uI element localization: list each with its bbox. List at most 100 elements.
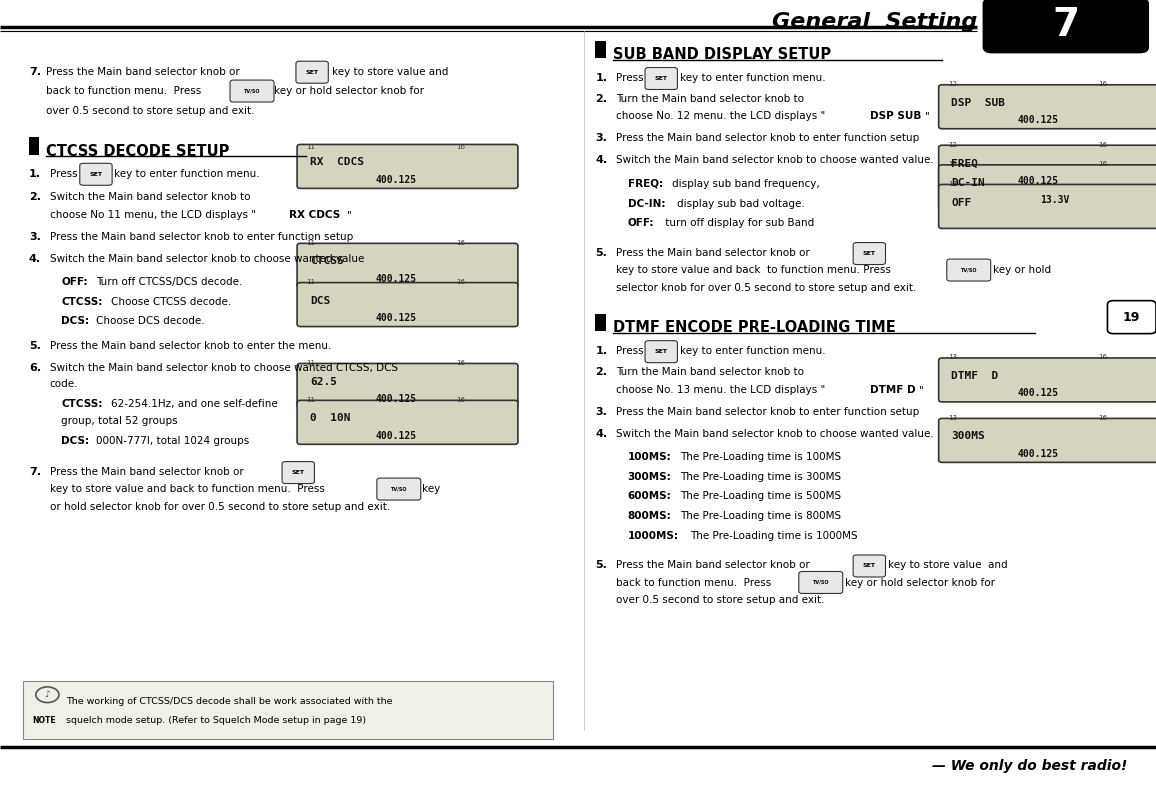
Text: 4.: 4. xyxy=(595,429,607,439)
Bar xyxy=(23,681,553,739)
Text: OFF: OFF xyxy=(951,198,972,207)
Text: OFF:: OFF: xyxy=(628,218,654,228)
Text: back to function menu.  Press: back to function menu. Press xyxy=(46,86,201,97)
Text: Turn the Main band selector knob to: Turn the Main band selector knob to xyxy=(616,94,805,104)
Text: 2.: 2. xyxy=(595,367,607,378)
FancyBboxPatch shape xyxy=(296,61,328,83)
Text: 400.125: 400.125 xyxy=(1017,176,1059,185)
Text: 300MS: 300MS xyxy=(951,432,985,441)
Text: 1.: 1. xyxy=(595,346,607,356)
Text: 300MS:: 300MS: xyxy=(628,472,672,482)
Text: SET: SET xyxy=(305,70,319,75)
Text: display sub band frequency,: display sub band frequency, xyxy=(672,179,820,189)
Text: over 0.5 second to store setup and exit.: over 0.5 second to store setup and exit. xyxy=(46,106,254,116)
Text: 3.: 3. xyxy=(595,133,607,144)
Text: DCS: DCS xyxy=(310,296,331,305)
Text: selector knob for over 0.5 second to store setup and exit.: selector knob for over 0.5 second to sto… xyxy=(616,283,917,293)
Bar xyxy=(595,41,606,58)
Text: key to store value and back  to function menu. Press: key to store value and back to function … xyxy=(616,265,891,276)
Text: DTMF ENCODE PRE-LOADING TIME: DTMF ENCODE PRE-LOADING TIME xyxy=(613,320,896,335)
Text: RX CDCS: RX CDCS xyxy=(289,210,340,220)
Text: 4.: 4. xyxy=(595,155,607,166)
Text: General  Setting: General Setting xyxy=(771,12,977,32)
FancyBboxPatch shape xyxy=(939,358,1156,402)
Text: Press: Press xyxy=(50,169,77,179)
Text: 1.: 1. xyxy=(29,169,40,179)
Text: key to enter function menu.: key to enter function menu. xyxy=(680,73,825,83)
FancyBboxPatch shape xyxy=(230,80,274,102)
Text: 2.: 2. xyxy=(29,192,40,203)
Text: SET: SET xyxy=(654,76,668,81)
Text: CTCSS:: CTCSS: xyxy=(61,297,103,307)
Text: CTCSS: CTCSS xyxy=(310,257,343,266)
Text: TV/SO: TV/SO xyxy=(391,487,407,491)
Text: 400.125: 400.125 xyxy=(376,313,417,323)
Text: OFF:: OFF: xyxy=(61,277,88,287)
Text: DTMF D: DTMF D xyxy=(870,385,916,395)
FancyBboxPatch shape xyxy=(947,259,991,281)
FancyBboxPatch shape xyxy=(80,163,112,185)
Text: ": " xyxy=(919,385,924,395)
Text: 400.125: 400.125 xyxy=(1017,389,1059,398)
Text: DC-IN:: DC-IN: xyxy=(628,199,665,209)
FancyBboxPatch shape xyxy=(282,462,314,484)
Text: TV/SO: TV/SO xyxy=(244,89,260,93)
FancyBboxPatch shape xyxy=(297,363,518,407)
Text: Choose DCS decode.: Choose DCS decode. xyxy=(96,316,205,327)
Text: 7.: 7. xyxy=(29,467,40,477)
Text: CTCSS DECODE SETUP: CTCSS DECODE SETUP xyxy=(46,144,230,159)
FancyBboxPatch shape xyxy=(645,68,677,89)
Text: key to enter function menu.: key to enter function menu. xyxy=(680,346,825,356)
Text: SET: SET xyxy=(89,172,103,177)
FancyBboxPatch shape xyxy=(297,144,518,188)
Text: 16: 16 xyxy=(457,239,466,246)
Text: 000N-777I, total 1024 groups: 000N-777I, total 1024 groups xyxy=(96,436,250,446)
Text: 62.5: 62.5 xyxy=(310,377,336,386)
Text: TV/SO: TV/SO xyxy=(813,580,829,585)
Text: SET: SET xyxy=(862,564,876,568)
FancyBboxPatch shape xyxy=(939,145,1156,189)
Text: 400.125: 400.125 xyxy=(1017,115,1059,125)
Text: FREQ:: FREQ: xyxy=(628,179,662,189)
Text: key to store value  and: key to store value and xyxy=(888,560,1007,571)
Text: 19: 19 xyxy=(1122,311,1141,323)
Text: 13.3V: 13.3V xyxy=(1040,195,1069,205)
Text: 3.: 3. xyxy=(29,232,40,242)
Text: DC-IN: DC-IN xyxy=(951,178,985,188)
Text: Choose CTCSS decode.: Choose CTCSS decode. xyxy=(111,297,231,307)
Text: 13: 13 xyxy=(948,414,957,421)
Text: Switch the Main band selector knob to: Switch the Main band selector knob to xyxy=(50,192,250,203)
Text: DTMF  D: DTMF D xyxy=(951,371,999,381)
Text: Press the Main band selector knob to enter function setup: Press the Main band selector knob to ent… xyxy=(616,133,919,144)
Text: 400.125: 400.125 xyxy=(376,431,417,440)
Text: 5.: 5. xyxy=(595,248,607,258)
FancyBboxPatch shape xyxy=(853,555,885,577)
Text: 4.: 4. xyxy=(29,254,40,264)
Text: 13: 13 xyxy=(948,354,957,360)
Text: Turn the Main band selector knob to: Turn the Main band selector knob to xyxy=(616,367,805,378)
Text: 1.: 1. xyxy=(595,73,607,83)
Text: Switch the Main band selector knob to choose wanted value: Switch the Main band selector knob to ch… xyxy=(50,254,364,264)
Text: 5.: 5. xyxy=(29,341,40,352)
Text: SET: SET xyxy=(291,470,305,475)
Text: 12: 12 xyxy=(948,81,957,87)
Text: Press the Main band selector knob or: Press the Main band selector knob or xyxy=(616,560,810,571)
Text: 3.: 3. xyxy=(595,407,607,417)
FancyBboxPatch shape xyxy=(1107,301,1156,334)
Text: CTCSS:: CTCSS: xyxy=(61,399,103,409)
Text: squelch mode setup. (Refer to Squelch Mode setup in page 19): squelch mode setup. (Refer to Squelch Mo… xyxy=(66,716,366,725)
Text: 400.125: 400.125 xyxy=(376,274,417,283)
Text: 5.: 5. xyxy=(595,560,607,571)
FancyBboxPatch shape xyxy=(939,418,1156,462)
Text: Switch the Main band selector knob to choose wanted CTCSS, DCS: Switch the Main band selector knob to ch… xyxy=(50,363,398,374)
Text: 7: 7 xyxy=(1052,6,1080,44)
FancyBboxPatch shape xyxy=(853,243,885,265)
Bar xyxy=(29,137,39,155)
Text: SUB BAND DISPLAY SETUP: SUB BAND DISPLAY SETUP xyxy=(613,47,831,62)
Text: 1000MS:: 1000MS: xyxy=(628,531,679,541)
Text: key or hold selector knob for: key or hold selector knob for xyxy=(845,578,995,588)
Text: code.: code. xyxy=(50,379,79,389)
Text: 11: 11 xyxy=(306,144,316,150)
Text: 800MS:: 800MS: xyxy=(628,511,672,521)
Text: 6.: 6. xyxy=(29,363,40,374)
